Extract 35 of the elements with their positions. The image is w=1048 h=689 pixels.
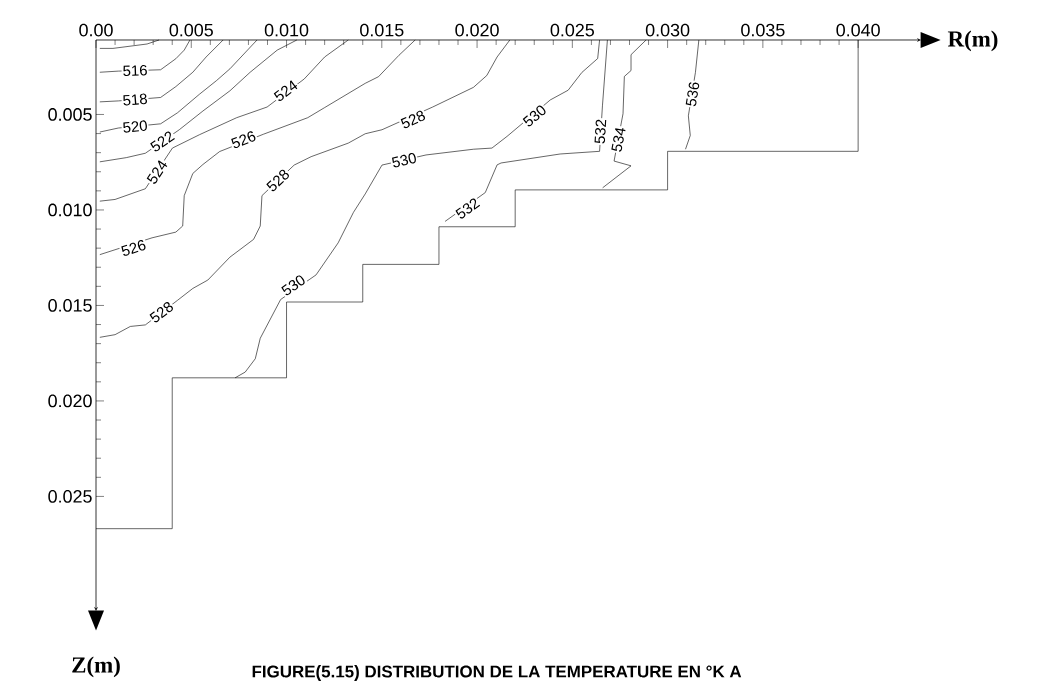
- x-tick-label: 0.025: [550, 23, 595, 37]
- x-tick-label: 0.005: [169, 23, 213, 37]
- annotation: 528: [400, 110, 426, 129]
- annotation: 528: [266, 169, 289, 192]
- y-tick-label: 0.020: [48, 394, 92, 408]
- annotation: 520: [123, 120, 147, 133]
- annotation: 522: [150, 131, 175, 152]
- y-axis-title: Z(m): [72, 656, 120, 678]
- annotation: 530: [281, 275, 305, 296]
- annotation: 536: [685, 82, 700, 107]
- x-tick-label: 0.040: [836, 23, 880, 37]
- annotation: 528: [149, 302, 173, 323]
- x-tick-label: 0.015: [360, 23, 404, 37]
- y-tick-label: 0.025: [48, 490, 92, 503]
- x-tick-label: 0.035: [741, 23, 785, 37]
- annotation: 534: [611, 128, 626, 152]
- annotation: 516: [123, 64, 147, 77]
- x-tick-label: 0.010: [264, 23, 309, 37]
- annotation: 530: [522, 105, 546, 127]
- x-tick-label: 0.030: [645, 23, 690, 37]
- text: FIGURE(5.15) DISTRIBUTION DE LA TEMPERATURE EN °K A: [252, 665, 742, 681]
- annotation: 532: [455, 198, 481, 219]
- x-tick-label: 0.020: [455, 23, 499, 37]
- y-tick-label: 0.015: [48, 299, 92, 312]
- annotation: 532: [594, 119, 607, 144]
- y-tick-label: 0.010: [48, 203, 92, 217]
- annotation: 524: [146, 160, 168, 184]
- annotation: 526: [231, 131, 256, 149]
- y-tick-label: 0.005: [48, 108, 92, 121]
- annotation: 524: [273, 80, 298, 101]
- annotation: 526: [121, 240, 146, 256]
- x-tick-label: 0.00: [79, 23, 113, 37]
- annotation: 518: [123, 93, 148, 106]
- x-axis-title: R(m): [947, 30, 998, 52]
- annotation: 530: [392, 152, 416, 168]
